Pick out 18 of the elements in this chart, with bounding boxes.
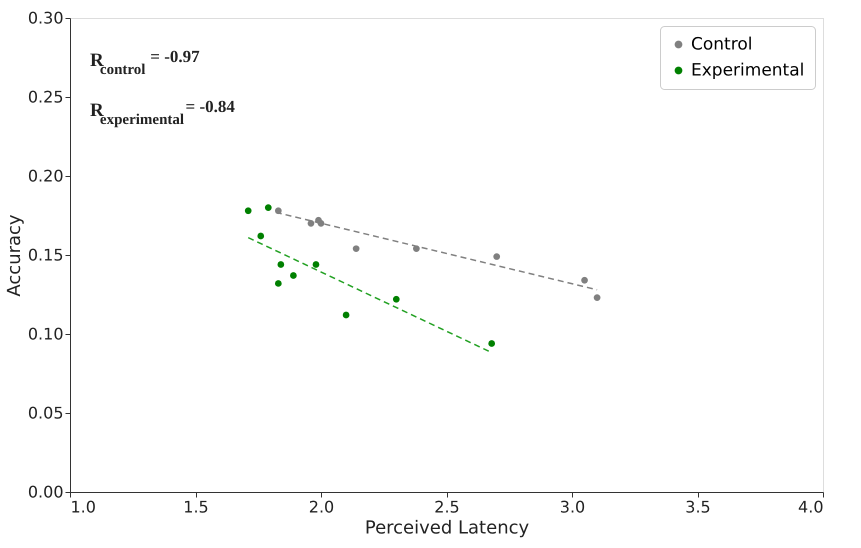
legend-label: Control — [691, 34, 752, 54]
y-tick-label: 0.25 — [28, 88, 64, 106]
y-tick-label: 0.30 — [28, 8, 64, 28]
x-tick-label: 4.0 — [798, 498, 824, 516]
y-tick-label: 0.05 — [28, 404, 64, 422]
y-tick-label: 0.20 — [28, 166, 64, 186]
x-tick-label: 2.0 — [308, 498, 334, 516]
y-tick-label: 0.00 — [28, 482, 64, 502]
x-tick-label: 2.5 — [434, 498, 460, 516]
x-tick-label: 1.5 — [183, 498, 209, 516]
y-tick-label: 0.10 — [28, 324, 64, 344]
legend-label: Experimental — [691, 60, 804, 80]
x-tick-label: 3.0 — [560, 498, 586, 516]
x-tick-label: 1.0 — [70, 498, 96, 516]
y-tick-label: 0.15 — [28, 246, 64, 264]
y-axis-title: Accuracy — [4, 214, 25, 297]
x-tick-label: 3.5 — [685, 498, 711, 516]
x-axis-title: Perceived Latency — [364, 518, 530, 538]
